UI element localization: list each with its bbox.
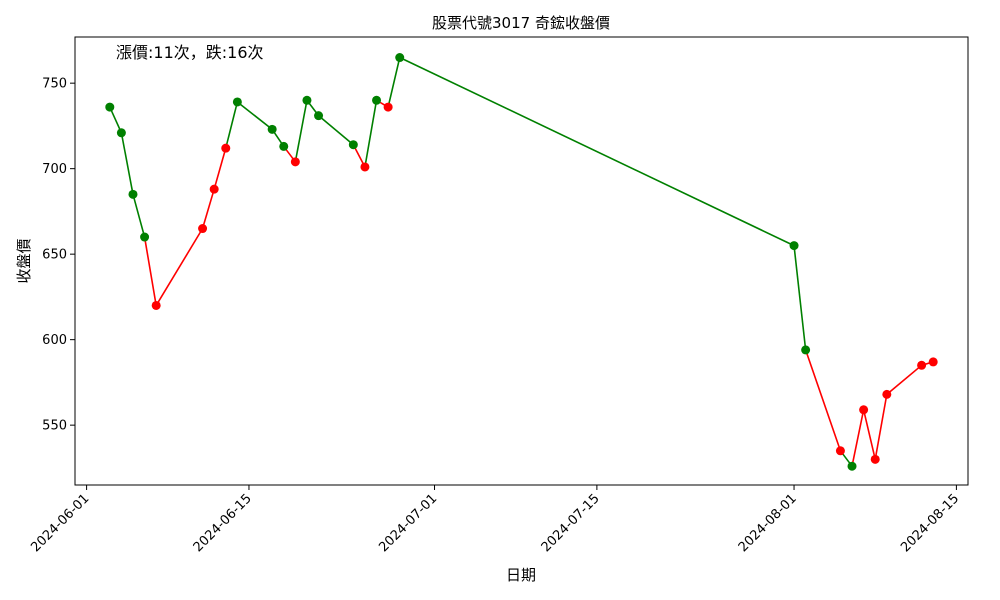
series-segment (143, 236, 157, 306)
data-point (847, 461, 857, 471)
data-point (835, 446, 845, 456)
data-point (372, 95, 382, 105)
series-segment (364, 100, 378, 168)
data-point (267, 124, 277, 134)
series-segment (793, 245, 807, 351)
y-axis-label: 收盤價 (15, 238, 33, 283)
data-point (151, 300, 161, 310)
data-point (917, 360, 927, 370)
data-point (314, 111, 324, 121)
series-segment (804, 349, 842, 452)
series-segment (387, 57, 401, 108)
series-segment (862, 409, 876, 460)
data-point (209, 184, 219, 194)
series-segment (874, 394, 888, 460)
x-tick-label: 2024-06-15 (191, 491, 255, 555)
data-point (928, 357, 938, 367)
x-tick-label: 2024-06-01 (28, 491, 92, 555)
plot-frame (74, 36, 969, 486)
data-point (360, 162, 370, 172)
chart-title: 股票代號3017 奇鋐收盤價 (432, 14, 610, 32)
y-tick-label: 600 (42, 333, 67, 348)
series-layer (105, 53, 938, 471)
data-point (395, 53, 405, 63)
chart-annotation: 漲價:11次，跌:16次 (116, 43, 264, 62)
series-segment (109, 106, 123, 134)
data-point (105, 102, 115, 112)
x-tick-label: 2024-07-01 (376, 491, 440, 555)
x-tick-label: 2024-08-15 (898, 491, 962, 555)
series-segment (236, 101, 273, 130)
data-point (383, 102, 393, 112)
series-segment (886, 364, 923, 395)
series-segment (294, 100, 308, 162)
series-segment (318, 115, 354, 146)
series-segment (155, 228, 204, 306)
data-point (279, 141, 289, 151)
y-tick-label: 550 (42, 419, 67, 434)
x-axis: 2024-06-01 2024-06-15 2024-07-01 2024-07-15… (28, 485, 962, 555)
data-point (348, 140, 358, 150)
data-point (290, 157, 300, 167)
data-point (140, 232, 150, 242)
data-point (870, 454, 880, 464)
data-point (128, 189, 138, 199)
data-point (221, 143, 231, 153)
series-segment (213, 147, 227, 190)
y-tick-label: 750 (42, 77, 67, 92)
y-tick-label: 650 (42, 248, 67, 263)
series-segment (224, 101, 239, 149)
series-segment (399, 56, 795, 247)
y-axis: 550 600 650 700 750 (42, 77, 75, 434)
data-point (882, 389, 892, 399)
series-segment (201, 188, 215, 229)
series-segment (120, 132, 134, 195)
series-segment (851, 409, 865, 467)
x-axis-label: 日期 (506, 566, 536, 584)
data-point (198, 224, 208, 234)
data-point (801, 345, 811, 355)
data-point (859, 405, 869, 415)
data-point (302, 95, 312, 105)
data-point (232, 97, 242, 107)
data-point (116, 128, 126, 138)
x-tick-label: 2024-07-15 (539, 491, 603, 555)
series-segment (132, 194, 146, 238)
data-point (789, 241, 799, 251)
y-tick-label: 700 (42, 162, 67, 177)
x-tick-label: 2024-08-01 (736, 491, 800, 555)
